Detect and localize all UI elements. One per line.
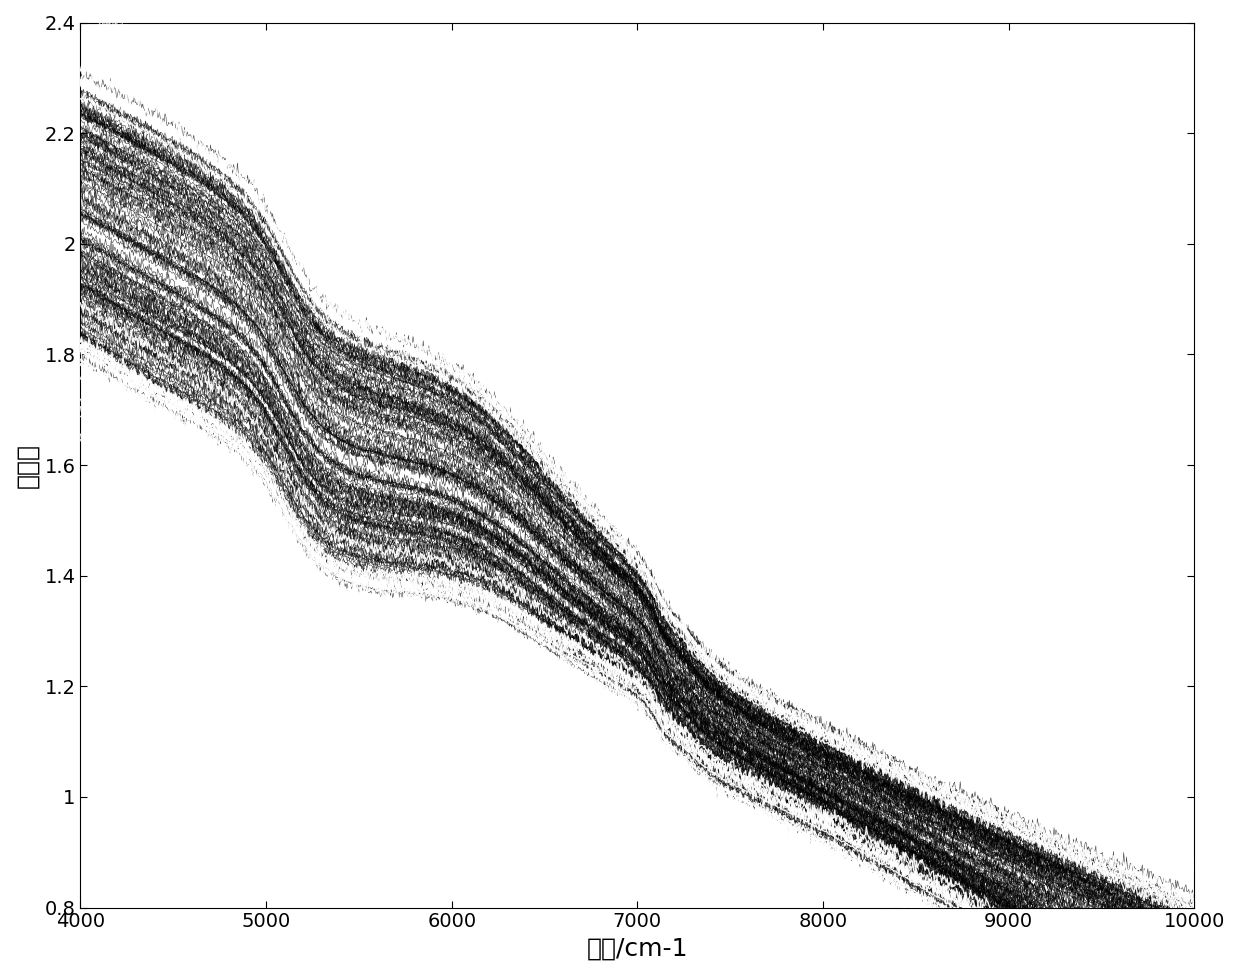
Y-axis label: 吸光度: 吸光度 <box>15 442 38 488</box>
X-axis label: 波长/cm-1: 波长/cm-1 <box>587 937 688 961</box>
